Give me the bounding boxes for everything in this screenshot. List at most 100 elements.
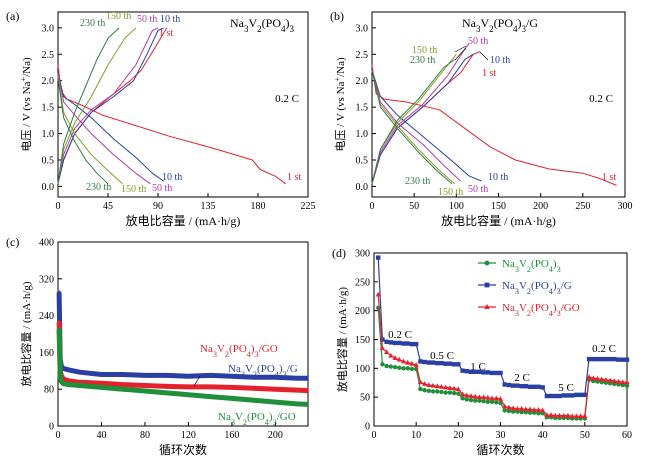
legend-label: Na3V2(PO4)3/G [502, 280, 572, 296]
x-tick-label: 225 [301, 201, 316, 212]
x-tick-label: 300 [618, 201, 633, 212]
y-axis-label: 电压 / V (vs Na+/Na) [333, 57, 348, 152]
x-tick-label: 0 [372, 430, 377, 441]
legend-label: Na3V2(PO4)3/GO [502, 302, 580, 318]
rate-label: 0.2 C [275, 93, 299, 105]
rate-point [535, 407, 542, 412]
rate-point [544, 412, 550, 418]
rate-point [481, 399, 486, 404]
y-tick-label: 2.0 [42, 76, 55, 87]
cycle-label: 50 th [468, 184, 488, 195]
cycle-label: 230 th [405, 176, 430, 187]
legend-marker [484, 260, 490, 266]
rate-point [565, 393, 571, 398]
rate-point [443, 361, 448, 366]
cycle-label: 230 th [86, 182, 111, 193]
rate-point [456, 362, 461, 367]
rate-point [418, 359, 423, 364]
rate-point [586, 356, 592, 362]
rate-point [485, 394, 491, 400]
rate-point [405, 341, 410, 346]
rate-point [506, 404, 512, 410]
panel-tag: (d) [332, 246, 346, 260]
cycle-label: 1 st [287, 172, 301, 183]
x-tick-label: 200 [533, 201, 548, 212]
rate-point [489, 395, 495, 401]
y-tick-label: 1.5 [42, 103, 55, 114]
charge-curve [371, 51, 481, 184]
rate-point [561, 412, 567, 418]
rate-point [590, 375, 596, 381]
rate-point [439, 360, 444, 366]
rate-point [532, 384, 537, 389]
rate-point [573, 413, 579, 419]
rate-point [502, 382, 507, 387]
panel-b: 0 50 100 150 200 250 300 0.0 0.5 1.0 1.5 2.0 2.5 3.0 (… [330, 9, 633, 228]
rate-point [489, 370, 495, 376]
series-label: Na3V2(PO4)3/G [228, 363, 298, 379]
cycle-label: 1 st [482, 68, 496, 79]
charge-curve [371, 53, 474, 184]
rate-point [379, 345, 386, 351]
y-tick-label: 0.5 [42, 156, 55, 167]
rate-point [510, 383, 516, 388]
charge-curve [57, 27, 168, 184]
first-cycle-point [57, 290, 62, 295]
cycle-label: 10 th [488, 172, 508, 183]
rate-point [485, 399, 491, 404]
rate-point [565, 412, 571, 418]
discharge-curve [371, 69, 455, 185]
rate-point [493, 395, 499, 401]
x-tick-label: 20 [453, 430, 463, 441]
rate-point [506, 382, 512, 388]
rate-point [435, 389, 440, 394]
legend-marker [484, 282, 490, 288]
rate-point [388, 364, 394, 369]
rate-label: 1 C [470, 361, 486, 373]
y-axis-label: 放电比容量 / (mA·h/g) [335, 287, 349, 392]
rate-point [435, 360, 440, 366]
charge-curve [57, 27, 120, 184]
y-tick-label: 150 [355, 335, 370, 346]
rate-point [603, 377, 609, 382]
rate-point [392, 364, 398, 370]
x-axis-label: 放电比容量 / (mA·h/g) [126, 213, 241, 228]
x-tick-label: 160 [224, 430, 239, 441]
x-axis-label: 循环次数 [476, 442, 524, 457]
rate-point [497, 396, 504, 401]
panel-d: 0 10 20 30 40 50 60 0 50 100 150 200 250 300 (d) 循环次数 放电… [332, 246, 632, 457]
rate-point [477, 369, 482, 374]
rate-point [401, 366, 406, 371]
x-tick-label: 0 [56, 430, 61, 441]
rate-point [494, 370, 499, 376]
rate-point [519, 384, 524, 389]
y-tick-label: 1.0 [42, 129, 55, 140]
rate-point [514, 405, 520, 411]
rate-point [481, 370, 486, 375]
x-tick-label: 0 [370, 201, 375, 212]
rate-point [388, 340, 394, 345]
y-axis-label: 电压 / V (vs Na+/Na) [19, 57, 34, 152]
rate-point [392, 355, 398, 360]
rate-series [375, 255, 630, 421]
cycle-label: 150 th [106, 11, 131, 22]
rate-label: 5 C [558, 382, 574, 394]
x-tick-label: 90 [153, 201, 163, 212]
rate-point [422, 359, 427, 365]
rate-point [451, 385, 457, 391]
rate-annotations: 0.2 C 0.5 C 1 C 2 C 5 C 0.2 C [388, 329, 616, 394]
x-tick-label: 80 [140, 430, 150, 441]
rate-point [603, 356, 609, 362]
rate-point [422, 381, 428, 386]
rate-point [591, 356, 596, 362]
rate-point [561, 393, 566, 398]
legend: Na3V2(PO4)3 Na3V2(PO4)3/G Na3V2(PO4)3/GO [478, 258, 580, 318]
rate-point [515, 383, 520, 388]
rate-point [519, 409, 524, 415]
cycle-label: 230 th [80, 18, 105, 29]
leader-line [479, 51, 489, 61]
rate-point [460, 368, 465, 373]
rate-point [418, 386, 423, 392]
